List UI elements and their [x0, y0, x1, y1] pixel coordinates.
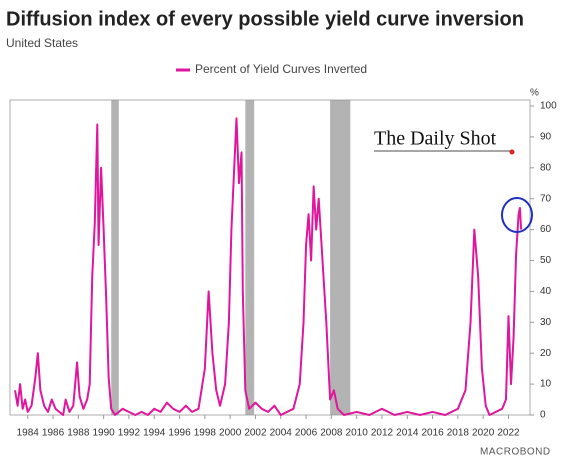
x-tick-label: 2002	[244, 428, 267, 439]
logo-dot	[509, 149, 515, 155]
x-tick-label: 2004	[270, 428, 293, 439]
chart-subtitle: United States	[6, 36, 78, 50]
y-tick-label: 30	[540, 317, 552, 328]
x-tick-label: 1996	[168, 428, 191, 439]
x-tick-label: 2018	[447, 428, 470, 439]
recession-band	[111, 100, 119, 415]
x-tick-label: 1992	[118, 428, 141, 439]
y-tick-label: 100	[540, 101, 557, 112]
y-unit-label: %	[530, 88, 539, 99]
y-tick-label: 70	[540, 193, 552, 204]
recession-band	[245, 100, 255, 415]
logo: The Daily Shot	[374, 128, 497, 150]
y-tick-label: 20	[540, 348, 552, 359]
plot-frame	[9, 99, 531, 416]
x-tick-label: 2016	[421, 428, 444, 439]
y-tick-label: 80	[540, 162, 552, 173]
x-tick-label: 2014	[396, 428, 419, 439]
y-tick-label: 10	[540, 379, 552, 390]
x-tick-label: 2020	[472, 428, 495, 439]
x-tick-label: 2006	[295, 428, 318, 439]
y-tick-label: 40	[540, 286, 552, 297]
chart-title: Diffusion index of every possible yield …	[6, 8, 524, 30]
x-tick-label: 2022	[497, 428, 520, 439]
x-tick-label: 1998	[194, 428, 217, 439]
recession-band	[330, 100, 351, 415]
y-tick-label: 50	[540, 255, 552, 266]
legend-label: Percent of Yield Curves Inverted	[195, 62, 367, 76]
x-tick-label: 2010	[346, 428, 369, 439]
x-tick-label: 1994	[143, 428, 166, 439]
x-tick-label: 1986	[42, 428, 65, 439]
x-tick-label: 2008	[320, 428, 343, 439]
y-tick-label: 90	[540, 132, 552, 143]
y-tick-label: 0	[540, 410, 546, 421]
highlight-circle	[501, 197, 533, 233]
x-tick-label: 2000	[219, 428, 242, 439]
data-line	[14, 117, 523, 416]
source: MACROBOND	[480, 447, 551, 458]
x-tick-label: 1984	[17, 428, 40, 439]
y-tick-label: 60	[540, 224, 552, 235]
x-tick-label: 2012	[371, 428, 394, 439]
x-tick-label: 1988	[67, 428, 90, 439]
x-tick-label: 1990	[93, 428, 116, 439]
